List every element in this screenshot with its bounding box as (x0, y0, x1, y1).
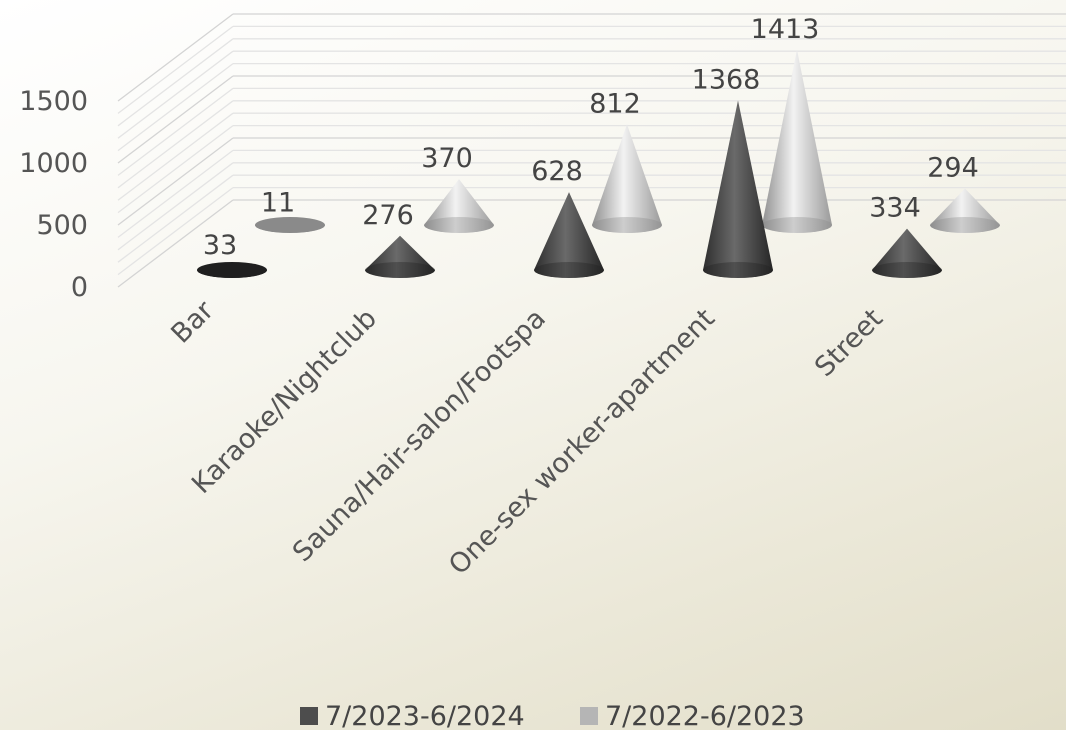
legend-item: 7/2023-6/2024 (300, 701, 525, 730)
x-category-label: One-sex worker-apartment (443, 303, 721, 581)
data-label: 1368 (692, 64, 761, 95)
gridline (117, 50, 234, 139)
cone-body (365, 235, 435, 278)
gridline (117, 75, 234, 164)
y-tick-label: 1500 (19, 86, 88, 117)
cone-base (197, 262, 267, 278)
gridline (117, 174, 234, 263)
cone-base (930, 217, 1000, 233)
data-label: 628 (531, 156, 583, 187)
series-front: 33 276 628 1368 334 (197, 64, 942, 278)
legend-label: 7/2023-6/2024 (325, 701, 525, 730)
x-category-label: Street (809, 303, 889, 383)
cone-bar (534, 192, 604, 278)
data-label: 276 (362, 200, 414, 231)
y-axis: 0 500 1000 1500 (19, 86, 88, 303)
cone-body (534, 192, 604, 278)
y-tick-label: 0 (71, 272, 88, 303)
gridline (117, 63, 234, 152)
gridline (117, 125, 234, 214)
legend-swatch (300, 707, 318, 725)
cone-bar (930, 188, 1000, 233)
cone-base (424, 217, 494, 233)
cone-bar (762, 49, 832, 234)
legend-label: 7/2022-6/2023 (605, 701, 805, 730)
gridline (117, 162, 234, 251)
gridline (117, 137, 234, 226)
x-category-label: Karaoke/Nightclub (186, 303, 383, 500)
cone-bar (197, 262, 267, 278)
cone-body (930, 188, 1000, 233)
cone-body (872, 228, 942, 278)
gridline (117, 13, 234, 102)
gridline (117, 100, 234, 189)
cone-base (534, 262, 604, 278)
cone-body (592, 124, 662, 233)
data-label: 294 (927, 153, 979, 184)
y-tick-label: 1000 (19, 148, 88, 179)
legend: 7/2023-6/2024 7/2022-6/2023 (300, 701, 805, 730)
legend-item: 7/2022-6/2023 (580, 701, 805, 730)
y-tick-label: 500 (36, 210, 88, 241)
cone-base (255, 217, 325, 233)
gridline (117, 87, 234, 176)
data-label: 334 (869, 193, 921, 224)
x-category-label: Bar (165, 294, 220, 349)
cone-body (762, 49, 832, 234)
cone-bar (255, 217, 325, 233)
cone-body (703, 100, 773, 278)
cone-base (872, 262, 942, 278)
gridline (117, 112, 234, 201)
data-label: 812 (589, 88, 641, 119)
gridline (117, 187, 234, 276)
cone-base (762, 217, 832, 233)
data-label: 1413 (751, 14, 820, 45)
x-axis: BarKaraoke/NightclubSauna/Hair-salon/Foo… (165, 294, 889, 581)
cone-bar (424, 179, 494, 233)
legend-swatch (580, 707, 598, 725)
gridline (117, 38, 234, 127)
data-label: 11 (261, 188, 295, 219)
data-label: 33 (203, 230, 237, 261)
gridline (117, 199, 234, 288)
cone-bar (365, 235, 435, 278)
gridlines (117, 13, 1066, 288)
series-back: 11 370 812 1413 294 (255, 14, 1000, 234)
cone-bar (703, 100, 773, 278)
cone-body (424, 179, 494, 233)
gridline (117, 149, 234, 238)
cone-base (365, 262, 435, 278)
cone-bar (872, 228, 942, 278)
cone-bar (592, 124, 662, 233)
data-label: 370 (421, 143, 473, 174)
cone-base (703, 262, 773, 278)
cone-base (592, 217, 662, 233)
gridline (117, 25, 234, 114)
